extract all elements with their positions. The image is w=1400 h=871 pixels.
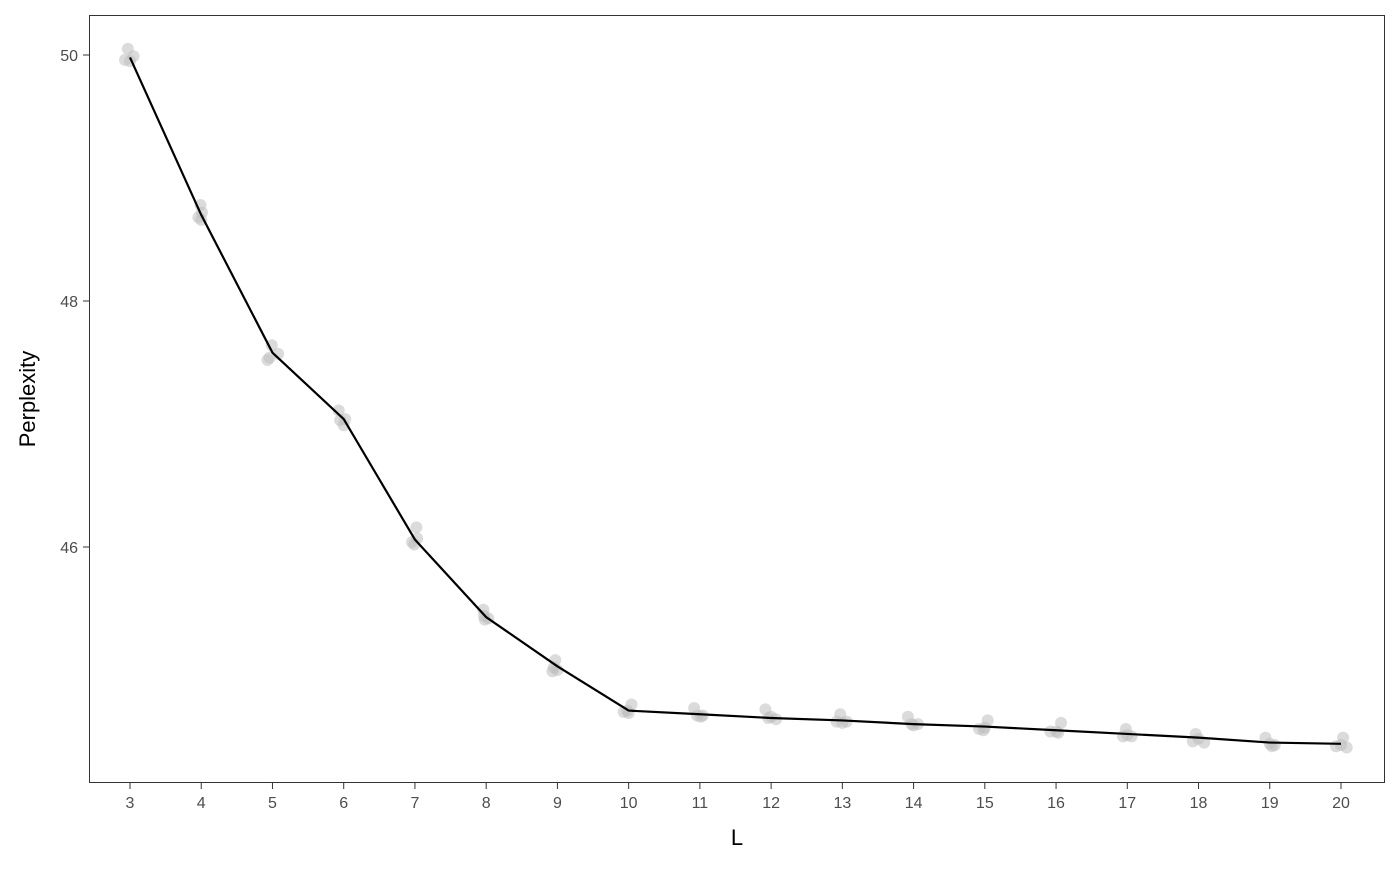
x-axis: 3 4 5 6 7 8 9 10 11 12 13 14 15 16 17 18 19 20 [126,783,1350,812]
x-tick-label: 3 [126,795,135,812]
x-tick-label: 17 [1118,795,1136,812]
data-point [1050,725,1063,738]
data-point [265,339,278,352]
x-tick-label: 18 [1190,795,1208,812]
y-tick-label: 50 [60,48,78,65]
data-point [1121,729,1134,742]
data-point [332,404,345,417]
x-tick-label: 20 [1332,795,1350,812]
x-tick-label: 10 [620,795,638,812]
x-tick-label: 15 [976,795,994,812]
data-point [1335,739,1347,752]
data-point [978,721,991,734]
x-tick-label: 6 [339,795,348,812]
data-point [907,719,920,732]
x-tick-label: 14 [905,795,923,812]
x-tick-label: 11 [692,795,709,812]
data-point [547,661,560,674]
x-tick-label: 7 [410,795,419,812]
x-tick-label: 19 [1261,795,1279,812]
data-point [694,710,707,723]
data-point [765,710,778,723]
data-point [1263,737,1276,750]
x-tick-label: 12 [762,795,780,812]
y-axis-title: Perplexity [15,351,40,448]
data-point [836,716,849,729]
y-tick-label: 46 [60,540,78,557]
y-axis: 46 48 50 [60,48,89,557]
plot-panel [89,15,1385,783]
data-point [410,521,423,534]
x-tick-label: 16 [1047,795,1065,812]
x-tick-label: 13 [833,795,851,812]
data-point [263,351,276,364]
x-tick-label: 9 [553,795,562,812]
line-series [128,57,1342,745]
series-line [128,57,1342,745]
x-axis-title: L [731,825,743,850]
x-tick-label: 8 [482,795,491,812]
x-tick-label: 5 [268,795,277,812]
x-tick-label: 4 [197,795,206,812]
y-tick-label: 48 [60,294,78,311]
data-point [1192,732,1205,745]
